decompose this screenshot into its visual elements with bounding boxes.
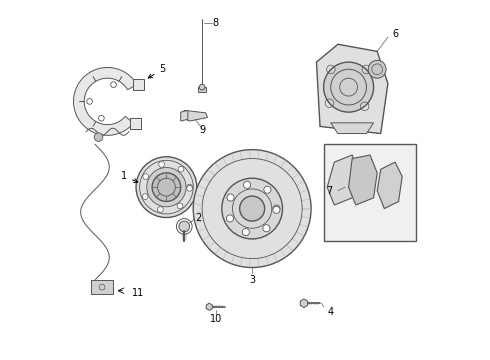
Circle shape: [142, 194, 148, 199]
Polygon shape: [74, 67, 137, 135]
Circle shape: [159, 162, 165, 167]
Text: 2: 2: [196, 212, 202, 222]
Circle shape: [179, 221, 190, 232]
Circle shape: [158, 207, 163, 212]
Circle shape: [242, 229, 249, 235]
Circle shape: [143, 174, 148, 180]
Text: 5: 5: [148, 64, 166, 78]
Circle shape: [226, 215, 234, 222]
Circle shape: [323, 62, 373, 112]
Text: 7: 7: [326, 186, 333, 196]
Polygon shape: [300, 299, 308, 307]
Circle shape: [368, 60, 386, 78]
Circle shape: [178, 166, 184, 172]
Circle shape: [222, 178, 283, 239]
Circle shape: [111, 82, 117, 87]
Text: 9: 9: [199, 125, 205, 135]
Circle shape: [87, 99, 93, 104]
Text: 11: 11: [132, 288, 144, 297]
Circle shape: [227, 194, 234, 201]
Polygon shape: [92, 280, 113, 294]
Polygon shape: [130, 118, 141, 129]
Circle shape: [193, 150, 311, 267]
Text: 6: 6: [392, 28, 398, 39]
Polygon shape: [327, 155, 359, 205]
Text: 1: 1: [121, 171, 138, 183]
Circle shape: [177, 203, 183, 209]
Polygon shape: [348, 155, 377, 205]
Circle shape: [98, 115, 104, 121]
Circle shape: [244, 181, 251, 188]
Text: 8: 8: [213, 18, 219, 28]
Polygon shape: [198, 87, 206, 93]
Polygon shape: [206, 303, 212, 310]
Circle shape: [199, 84, 205, 90]
Polygon shape: [331, 123, 373, 134]
Polygon shape: [181, 111, 207, 121]
Circle shape: [94, 133, 103, 141]
Circle shape: [187, 185, 193, 191]
Circle shape: [187, 184, 193, 190]
Polygon shape: [377, 162, 402, 208]
Polygon shape: [181, 111, 188, 121]
Circle shape: [152, 173, 181, 202]
Text: 3: 3: [249, 275, 255, 285]
Text: 10: 10: [210, 314, 222, 324]
Circle shape: [273, 206, 280, 213]
Bar: [323, 144, 416, 241]
Polygon shape: [317, 44, 388, 134]
Circle shape: [264, 186, 271, 193]
Circle shape: [147, 167, 186, 207]
Circle shape: [136, 157, 197, 217]
Circle shape: [263, 225, 270, 232]
Circle shape: [273, 205, 280, 212]
Text: 4: 4: [327, 307, 333, 317]
Polygon shape: [133, 79, 144, 90]
Circle shape: [240, 196, 265, 221]
